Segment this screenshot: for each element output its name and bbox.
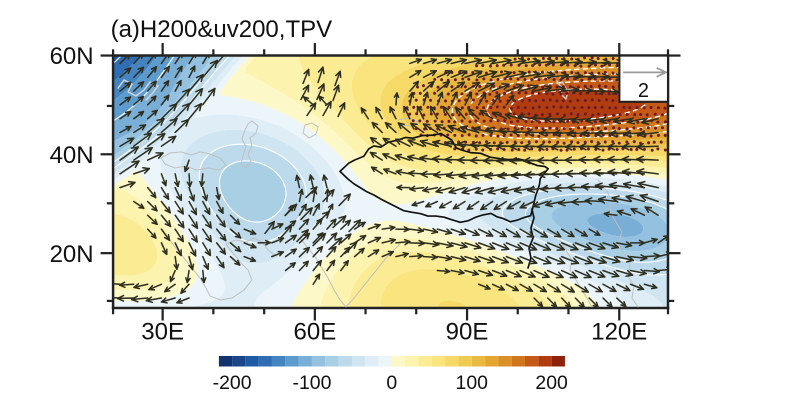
svg-text:0: 0 — [386, 372, 397, 394]
svg-text:30E: 30E — [141, 318, 184, 345]
svg-text:20N: 20N — [50, 241, 94, 268]
svg-text:100: 100 — [456, 372, 489, 394]
svg-text:(a)H200&uv200,TPV: (a)H200&uv200,TPV — [111, 16, 333, 43]
svg-text:40N: 40N — [50, 142, 94, 169]
svg-text:-100: -100 — [292, 372, 331, 394]
svg-text:60N: 60N — [50, 43, 94, 70]
svg-text:60E: 60E — [293, 318, 336, 345]
svg-text:90E: 90E — [446, 318, 489, 345]
svg-text:120E: 120E — [591, 318, 647, 345]
svg-text:-200: -200 — [213, 372, 252, 394]
svg-text:200: 200 — [535, 372, 568, 394]
svg-text:2: 2 — [638, 80, 649, 102]
